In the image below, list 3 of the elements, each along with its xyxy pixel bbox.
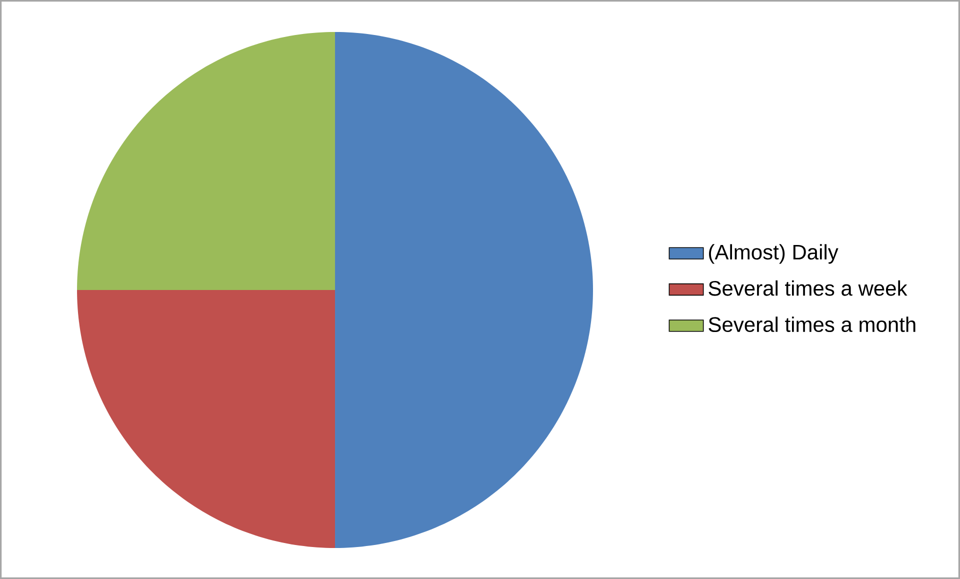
legend-label: Several times a week [708, 280, 908, 296]
legend-label: (Almost) Daily [709, 244, 838, 264]
legend-label: Several times a month [708, 316, 916, 332]
